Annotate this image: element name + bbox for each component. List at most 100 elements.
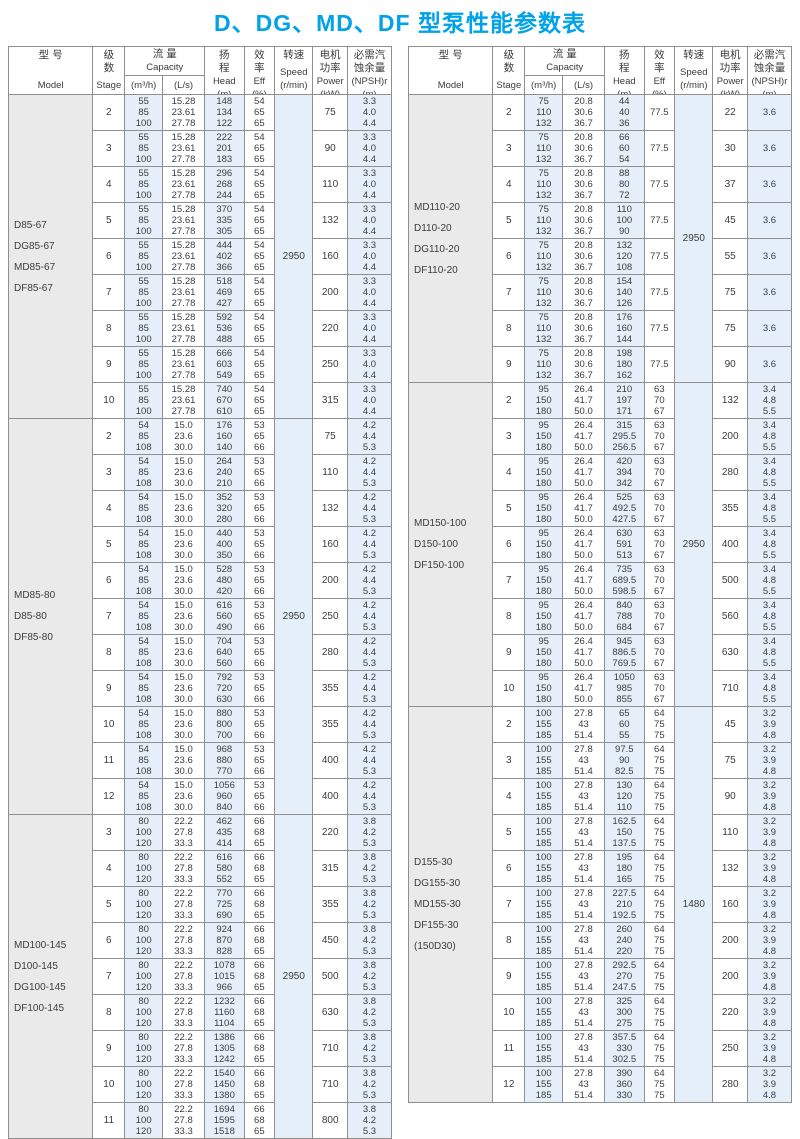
npsh-cell: 3.4 4.8 5.5 [746, 634, 793, 671]
capacity-ls-cell: 26.4 41.7 50.0 [561, 670, 606, 707]
head-cell: 88 80 72 [604, 166, 645, 203]
power-cell: 75 [312, 94, 348, 131]
stage-row: 8 100 155 185 27.8 43 51.4 260 240 220 64 75 75 200 3.… [409, 922, 793, 959]
stage-cell: 3 [92, 130, 126, 167]
capacity-m3h-cell: 80 100 120 [124, 922, 163, 959]
model-label: DF150-100 [414, 560, 465, 571]
power-cell: 355 [312, 706, 348, 743]
eff-cell: 63 70 67 [643, 562, 676, 599]
power-cell: 355 [712, 490, 748, 527]
capacity-m3h-cell: 100 155 185 [524, 958, 563, 995]
power-cell: 22 [712, 94, 748, 131]
power-cell: 400 [312, 742, 348, 779]
npsh-cell: 3.4 4.8 5.5 [746, 382, 793, 419]
capacity-ls-cell: 22.2 27.8 33.3 [161, 994, 206, 1031]
stage-cell: 7 [492, 562, 526, 599]
capacity-m3h-cell: 54 85 108 [124, 742, 163, 779]
eff-cell: 63 70 67 [643, 598, 676, 635]
stage-cell: 2 [492, 382, 526, 419]
head-cell: 440 400 350 [204, 526, 245, 563]
stage-row: 7 95 150 180 26.4 41.7 50.0 735 689.5 598.5 63 70 67… [409, 562, 793, 599]
power-cell: 315 [312, 850, 348, 887]
capacity-m3h-cell: 75 110 132 [524, 274, 563, 311]
capacity-ls-cell: 15.28 23.61 27.78 [161, 166, 206, 203]
power-cell: 710 [312, 1030, 348, 1067]
stage-cell: 4 [92, 166, 126, 203]
capacity-ls-cell: 15.0 23.6 30.0 [161, 742, 206, 779]
head-cell: 968 880 770 [204, 742, 245, 779]
capacity-ls-cell: 27.8 43 51.4 [561, 1030, 606, 1067]
power-cell: 110 [312, 166, 348, 203]
capacity-m3h-cell: 80 100 120 [124, 814, 163, 851]
model-label: MD110-20 [414, 201, 460, 213]
head-cell: 1540 1450 1380 [204, 1066, 245, 1103]
head-cell: 390 360 330 [604, 1066, 645, 1103]
npsh-cell: 3.4 4.8 5.5 [746, 562, 793, 599]
stage-cell: 2 [492, 706, 526, 743]
stage-row: D85-67 DG85-67 MD85-67 DF85-67 2 55 85 100 15.28… [7, 94, 393, 419]
npsh-cell: 3.6 [746, 310, 793, 347]
npsh-cell: 4.2 4.4 5.3 [346, 490, 393, 527]
capacity-m3h-cell: 80 100 120 [124, 886, 163, 923]
capacity-m3h-cell: 100 155 185 [524, 742, 563, 779]
model-label: DF85-80 [14, 632, 53, 643]
capacity-ls-cell: 15.0 23.6 30.0 [161, 418, 206, 455]
capacity-ls-cell: 15.28 23.61 27.78 [161, 130, 206, 167]
power-cell: 132 [312, 490, 348, 527]
eff-cell: 66 68 65 [243, 1030, 276, 1067]
capacity-ls-cell: 22.2 27.8 33.3 [161, 886, 206, 923]
head-cell: 770 725 690 [204, 886, 245, 923]
capacity-m3h-cell: 55 85 100 [124, 130, 163, 167]
power-cell: 30 [712, 130, 748, 167]
capacity-m3h-cell: 55 85 100 [124, 94, 163, 131]
capacity-m3h-cell: 54 85 108 [124, 562, 163, 599]
capacity-ls-cell: 26.4 41.7 50.0 [561, 382, 606, 419]
stage-row: 6 55 85 100 15.28 23.61 27.78 444 402 366 54 65 65 16… [9, 238, 393, 275]
npsh-cell: 3.6 [746, 166, 793, 203]
col-header-m3h: (m³/h) [524, 75, 563, 95]
capacity-m3h-cell: 95 150 180 [524, 454, 563, 491]
capacity-m3h-cell: 100 155 185 [524, 994, 563, 1031]
capacity-m3h-cell: 95 150 180 [524, 562, 563, 599]
stage-row: MD100-145 D100-145 DG100-145 DF100-145 3 80 10… [7, 814, 393, 1139]
stage-row: 6 95 150 180 26.4 41.7 50.0 630 591 513 63 70 67 400 3… [409, 526, 793, 563]
head-cell: 227.5 210 192.5 [604, 886, 645, 923]
power-cell: 200 [712, 922, 748, 959]
eff-cell: 64 75 75 [643, 1030, 676, 1067]
capacity-ls-cell: 22.2 27.8 33.3 [161, 958, 206, 995]
capacity-ls-cell: 27.8 43 51.4 [561, 958, 606, 995]
head-cell: 162.5 150 137.5 [604, 814, 645, 851]
stage-cell: 5 [92, 526, 126, 563]
eff-cell: 64 75 75 [643, 742, 676, 779]
power-cell: 37 [712, 166, 748, 203]
stage-cell: 5 [92, 886, 126, 923]
power-cell: 500 [712, 562, 748, 599]
capacity-ls-cell: 20.8 30.6 36.7 [561, 94, 606, 131]
eff-cell: 63 70 67 [643, 454, 676, 491]
head-cell: 195 180 165 [604, 850, 645, 887]
eff-cell: 63 70 67 [643, 490, 676, 527]
npsh-cell: 3.4 4.8 5.5 [746, 418, 793, 455]
capacity-ls-cell: 27.8 43 51.4 [561, 706, 606, 743]
stage-row: 5 80 100 120 22.2 27.8 33.3 770 725 690 66 68 65 355 3… [9, 886, 393, 923]
stage-cell: 7 [92, 958, 126, 995]
capacity-ls-cell: 26.4 41.7 50.0 [561, 562, 606, 599]
npsh-cell: 3.3 4.0 4.4 [346, 166, 393, 203]
stage-cell: 6 [92, 922, 126, 959]
head-cell: 198 180 162 [604, 346, 645, 383]
speed-cell: 2950 [674, 94, 714, 383]
npsh-cell: 3.8 4.2 5.3 [346, 886, 393, 923]
col-header-head: 扬程 Head (m) [204, 46, 245, 95]
stage-cell: 2 [92, 418, 126, 455]
power-cell: 220 [312, 814, 348, 851]
stage-row: 9 100 155 185 27.8 43 51.4 292.5 270 247.5 64 75 75 2… [409, 958, 793, 995]
head-cell: 420 394 342 [604, 454, 645, 491]
stage-row: 4 54 85 108 15.0 23.6 30.0 352 320 280 53 65 66 132 4.… [9, 490, 393, 527]
npsh-cell: 3.4 4.8 5.5 [746, 598, 793, 635]
stage-cell: 6 [492, 238, 526, 275]
stage-row: 8 80 100 120 22.2 27.8 33.3 1232 1160 1104 66 68 65 6… [9, 994, 393, 1031]
capacity-m3h-cell: 55 85 100 [124, 166, 163, 203]
eff-cell: 77.5 [643, 94, 676, 131]
stage-row: D155-30 DG155-30 MD155-30 DF155-30 (150D30) 2… [407, 706, 793, 1103]
eff-cell: 64 75 75 [643, 922, 676, 959]
